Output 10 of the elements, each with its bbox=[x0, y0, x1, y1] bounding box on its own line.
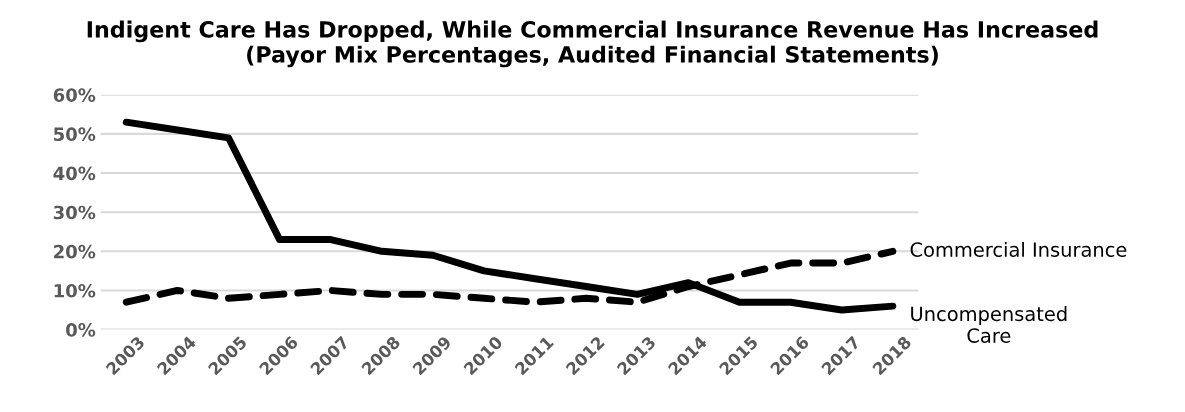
y-tick-label: 10% bbox=[54, 283, 96, 298]
y-tick-label: 50% bbox=[54, 127, 96, 142]
y-tick-label: 0% bbox=[66, 323, 96, 337]
y-tick-label: 30% bbox=[53, 205, 96, 220]
y-tick-label: 20% bbox=[54, 244, 96, 259]
y-tick-label: 60% bbox=[53, 88, 96, 102]
chart-title: Indigent Care Has Dropped, While Commercial Insurance Revenue Has Increased (Payor Mix Percentages, Audited Financial Statements) bbox=[87, 20, 1098, 68]
series-label: Uncompensated Care bbox=[911, 306, 1067, 343]
y-tick-label: 40% bbox=[53, 166, 96, 181]
series-label: Commercial Insurance bbox=[910, 241, 1127, 257]
